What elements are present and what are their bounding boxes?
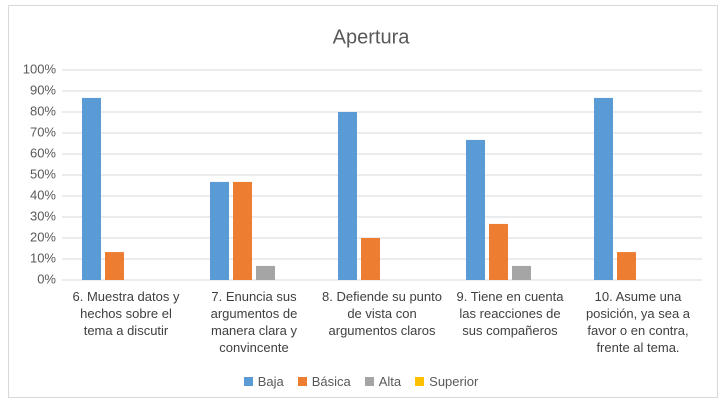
bar — [361, 238, 380, 280]
bar — [82, 97, 101, 281]
y-tick-label: 40% — [30, 187, 56, 202]
legend-label: Baja — [257, 374, 284, 389]
y-tick-label: 10% — [30, 250, 56, 265]
x-tick-label: 6. Muestra datos y hechos sobre el tema … — [72, 289, 180, 338]
bar — [210, 181, 229, 280]
x-tick-label: 8. Defiende su punto de vista con argume… — [322, 289, 442, 338]
y-tick-label: 0% — [37, 271, 56, 286]
legend-label: Básica — [311, 374, 351, 389]
legend-label: Superior — [429, 374, 479, 389]
legend-item: Alta — [364, 374, 402, 389]
legend-swatch — [364, 377, 374, 386]
bar — [466, 139, 485, 280]
legend-item: Básica — [297, 374, 351, 389]
x-tick-label: 10. Asume una posición, ya sea a favor o… — [585, 289, 691, 355]
y-tick-label: 70% — [30, 124, 56, 139]
legend-swatch — [243, 377, 253, 386]
y-tick-label: 100% — [23, 61, 57, 76]
legend-swatch — [297, 377, 307, 386]
legend-label: Alta — [378, 374, 402, 389]
y-tick-label: 30% — [30, 208, 56, 223]
bar — [512, 265, 531, 280]
x-tick-label: 7. Enuncia sus argumentos de manera clar… — [210, 289, 298, 355]
bar — [489, 223, 508, 280]
bar — [105, 252, 124, 280]
y-tick-label: 20% — [30, 229, 56, 244]
y-tick-label: 50% — [30, 166, 56, 181]
chart-title: Apertura — [333, 26, 411, 48]
bar — [617, 252, 636, 280]
legend-item: Superior — [415, 374, 478, 389]
y-tick-label: 80% — [30, 103, 56, 118]
y-tick-label: 60% — [30, 145, 56, 160]
y-tick-label: 90% — [30, 82, 56, 97]
bar — [594, 97, 613, 281]
legend-item: Baja — [243, 374, 284, 389]
bar — [256, 265, 275, 280]
legend-swatch — [415, 377, 425, 386]
legend: Baja Básica Alta Superior — [0, 374, 722, 389]
bar — [338, 112, 357, 280]
bar — [233, 181, 252, 280]
x-tick-label: 9. Tiene en cuenta las reacciones de sus… — [456, 289, 564, 338]
